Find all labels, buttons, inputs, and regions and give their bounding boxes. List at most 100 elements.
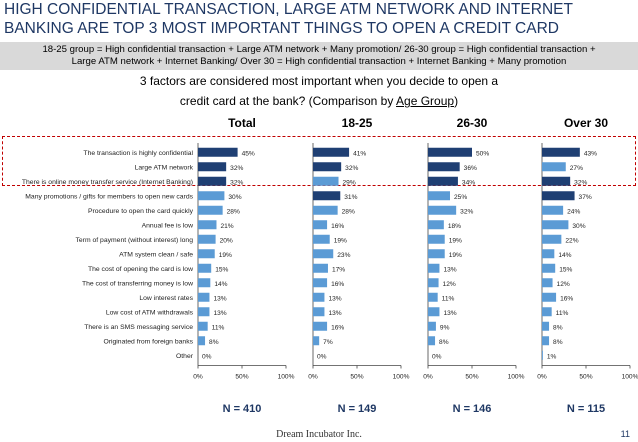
bar-value-label: 37% (579, 194, 592, 201)
category-label: Originated from foreign banks (103, 338, 193, 345)
bar-value-label: 15% (215, 266, 228, 273)
bar (198, 307, 210, 317)
category-label: Many promotions / gifts for members to o… (25, 193, 193, 200)
bar (198, 234, 216, 244)
category-label: Term of payment (without interest) long (76, 237, 194, 244)
bar (313, 336, 320, 346)
bar (313, 234, 330, 244)
question-line1: 3 factors are considered most important … (139, 74, 499, 88)
bar-value-label: 20% (220, 237, 233, 244)
bar (542, 147, 580, 157)
bar (428, 176, 458, 186)
bar-value-label: 11% (556, 310, 569, 317)
bar-value-label: 7% (323, 339, 333, 346)
bar (313, 307, 325, 317)
category-label: Annual fee is low (142, 222, 193, 229)
bar (428, 292, 438, 302)
bar (542, 321, 550, 331)
bar (542, 191, 575, 201)
bar (542, 249, 555, 259)
bar-value-label: 13% (213, 295, 226, 302)
bar-value-label: 19% (219, 252, 232, 259)
slide-title-line2: BANKING ARE TOP 3 MOST IMPORTANT THINGS … (4, 20, 559, 37)
bar (198, 205, 223, 215)
bar-value-label: 32% (230, 179, 243, 186)
category-label: Low interest rates (139, 295, 193, 302)
bar-value-label: 8% (553, 324, 563, 331)
bar (198, 249, 215, 259)
bar-value-label: 8% (209, 339, 219, 346)
bar-value-label: 21% (220, 223, 233, 230)
bar-value-label: 9% (440, 324, 450, 331)
bar (198, 191, 225, 201)
bar (313, 321, 328, 331)
bar (198, 263, 212, 273)
category-label: Other (176, 353, 194, 360)
bar (428, 249, 445, 259)
x-tick-label: 100% (508, 374, 525, 381)
bar (198, 162, 227, 172)
bar-value-label: 14% (558, 252, 571, 259)
x-tick-label: 100% (278, 374, 295, 381)
bar-value-label: 13% (328, 295, 341, 302)
bar-value-label: 31% (344, 194, 357, 201)
bar-value-label: 50% (476, 150, 489, 157)
category-label: Low cost of ATM withdrawals (106, 309, 194, 316)
bar-value-label: 30% (228, 194, 241, 201)
bar (542, 292, 557, 302)
category-label: There is an SMS messaging service (84, 324, 193, 331)
bar-value-label: 13% (443, 310, 456, 317)
bar-value-label: 13% (213, 310, 226, 317)
panel-title: 26-30 (456, 116, 488, 130)
bar-value-label: 34% (462, 179, 475, 186)
category-label: The cost of transferring money is low (82, 280, 193, 287)
question-line2: credit card at the bank? (Comparison by … (0, 94, 638, 108)
bar-value-label: 19% (449, 237, 462, 244)
bar (542, 278, 553, 288)
bar-value-label: 25% (454, 194, 467, 201)
bar-value-label: 28% (342, 208, 355, 215)
bar (428, 321, 436, 331)
x-tick-label: 0% (423, 374, 433, 381)
x-tick-label: 0% (308, 374, 318, 381)
bar-value-label: 12% (443, 281, 456, 288)
bar-value-label: 45% (242, 150, 255, 157)
bar (313, 176, 339, 186)
bar-value-label: 23% (337, 252, 350, 259)
question-suffix: ) (454, 94, 459, 108)
bar (198, 336, 206, 346)
bar-value-label: 30% (572, 223, 585, 230)
footer-company: Dream Incubator Inc. (276, 429, 362, 440)
x-tick-label: 0% (193, 374, 203, 381)
bar (542, 336, 550, 346)
bar-value-label: 16% (331, 324, 344, 331)
bar (198, 278, 211, 288)
bar-value-label: 13% (328, 310, 341, 317)
bar-value-label: 19% (449, 252, 462, 259)
summary-line1: 18-25 group = High confidential transact… (42, 44, 596, 55)
bar-value-label: 43% (584, 150, 597, 157)
bar-value-label: 29% (343, 179, 356, 186)
sample-size-label: N = 410 (222, 403, 262, 415)
summary-line2: Large ATM network + Internet Banking/ Ov… (71, 56, 567, 67)
bar (313, 278, 328, 288)
bar-value-label: 32% (460, 208, 473, 215)
bar (198, 220, 217, 230)
bar (313, 220, 328, 230)
bar-value-label: 17% (332, 266, 345, 273)
bar (542, 220, 569, 230)
bar (198, 321, 208, 331)
bar (313, 263, 328, 273)
sample-size-label: N = 115 (566, 403, 606, 415)
bar-value-label: 28% (227, 208, 240, 215)
summary-bar: 18-25 group = High confidential transact… (0, 42, 638, 70)
bar-value-label: 22% (565, 237, 578, 244)
bar-value-label: 32% (574, 179, 587, 186)
bar (428, 162, 460, 172)
sample-size-label: N = 149 (337, 403, 377, 415)
bar (428, 336, 436, 346)
bar (428, 220, 444, 230)
bar-value-label: 8% (439, 339, 449, 346)
bar-value-label: 32% (230, 165, 243, 172)
